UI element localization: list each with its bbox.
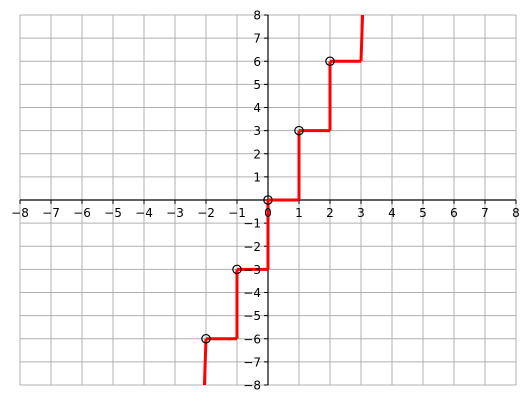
x-tick-label: 3 bbox=[357, 206, 365, 220]
y-tick-label: −4 bbox=[243, 286, 261, 300]
x-tick-label: 5 bbox=[419, 206, 427, 220]
x-tick-label: 1 bbox=[295, 206, 303, 220]
y-tick-label: −5 bbox=[243, 309, 261, 323]
y-tick-label: −8 bbox=[243, 379, 261, 393]
y-tick-label: 8 bbox=[253, 9, 261, 23]
open-point-marker bbox=[232, 264, 242, 275]
y-tick-label: 3 bbox=[253, 124, 261, 138]
y-tick-label: −1 bbox=[243, 217, 261, 231]
open-point-marker bbox=[294, 125, 304, 136]
x-tick-label: 6 bbox=[450, 206, 458, 220]
x-tick-label: −2 bbox=[197, 206, 215, 220]
y-tick-label: 1 bbox=[253, 170, 261, 184]
step-segment bbox=[359, 14, 365, 62]
y-tick-label: 4 bbox=[253, 101, 261, 115]
x-tick-label: −3 bbox=[166, 206, 184, 220]
step-segment bbox=[202, 338, 208, 386]
x-tick-label: −5 bbox=[104, 206, 122, 220]
x-tick-labels: −8 −7 −6 −5 −4 −3 −2 −1 0 1 2 3 4 5 6 7 8 bbox=[11, 206, 520, 220]
y-tick-label: −7 bbox=[243, 355, 261, 369]
y-tick-label: −3 bbox=[243, 263, 261, 277]
y-tick-labels: −8 −7 −6 −5 −4 −3 −2 −1 1 2 3 4 5 6 7 8 bbox=[243, 9, 261, 393]
series-step-line bbox=[202, 14, 365, 386]
y-tick-label: 2 bbox=[253, 147, 261, 161]
y-tick-label: −2 bbox=[243, 240, 261, 254]
x-tick-label: 8 bbox=[512, 206, 520, 220]
x-tick-label: −1 bbox=[228, 206, 246, 220]
x-tick-label: 4 bbox=[388, 206, 396, 220]
y-tick-label: −6 bbox=[243, 332, 261, 346]
y-tick-label: 5 bbox=[253, 78, 261, 92]
y-tick-label: 6 bbox=[253, 55, 261, 69]
open-points bbox=[201, 56, 335, 344]
x-tick-label: −7 bbox=[42, 206, 60, 220]
x-tick-label: −6 bbox=[73, 206, 91, 220]
open-point-marker bbox=[201, 333, 211, 344]
x-tick-label: 0 bbox=[264, 206, 272, 220]
y-tick-label: 7 bbox=[253, 32, 261, 46]
x-tick-label: −4 bbox=[135, 206, 153, 220]
x-tick-label: −8 bbox=[11, 206, 29, 220]
open-point-marker bbox=[325, 56, 335, 67]
x-tick-label: 2 bbox=[326, 206, 334, 220]
x-tick-label: 7 bbox=[481, 206, 489, 220]
open-point-marker bbox=[263, 195, 273, 205]
